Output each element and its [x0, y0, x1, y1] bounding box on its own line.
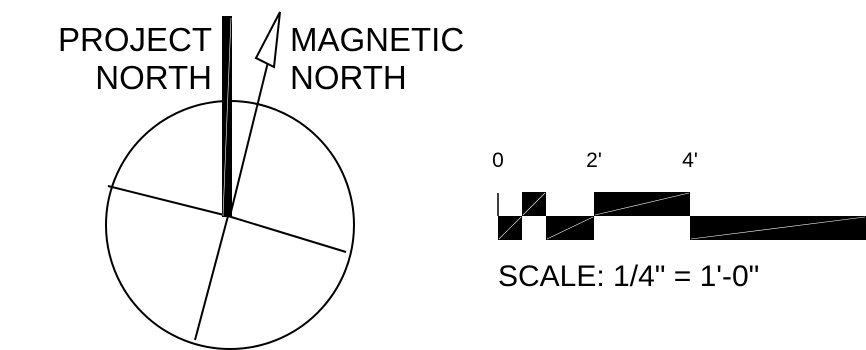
scale-segment-5-hatch — [690, 216, 866, 240]
magnetic-north-label-line1: MAGNETIC — [290, 21, 464, 58]
quadrant-line-south — [194, 215, 229, 341]
scale-caption: SCALE: 1/4" = 1'-0" — [498, 260, 759, 293]
quadrant-line-west — [107, 185, 229, 217]
quadrant-line-east — [227, 215, 347, 253]
scale-tick-labels: 0 2' 4' — [492, 149, 698, 172]
magnetic-north-shaft — [229, 61, 269, 217]
magnetic-north-arrowhead — [254, 11, 281, 69]
scale-segment-3-hatch — [546, 216, 594, 240]
scale-segment-2-hatch — [522, 192, 546, 216]
north-arrow-symbol — [105, 11, 355, 350]
scale-tick-label-4: 4' — [682, 149, 698, 172]
project-north-label-line1: PROJECT — [58, 21, 212, 58]
scale-tick-label-2: 2' — [586, 149, 602, 172]
project-north-label-line2: NORTH — [95, 59, 212, 96]
graphic-scale-bar — [497, 192, 866, 240]
scale-segment-1-hatch — [498, 216, 522, 240]
project-north-bar-hatch — [222, 17, 232, 217]
north-arrow-labels: PROJECT NORTH MAGNETIC NORTH — [58, 21, 464, 96]
magnetic-north-label-line2: NORTH — [290, 59, 407, 96]
scale-segment-4-hatch — [594, 192, 690, 216]
scale-tick-label-0: 0 — [492, 149, 504, 172]
